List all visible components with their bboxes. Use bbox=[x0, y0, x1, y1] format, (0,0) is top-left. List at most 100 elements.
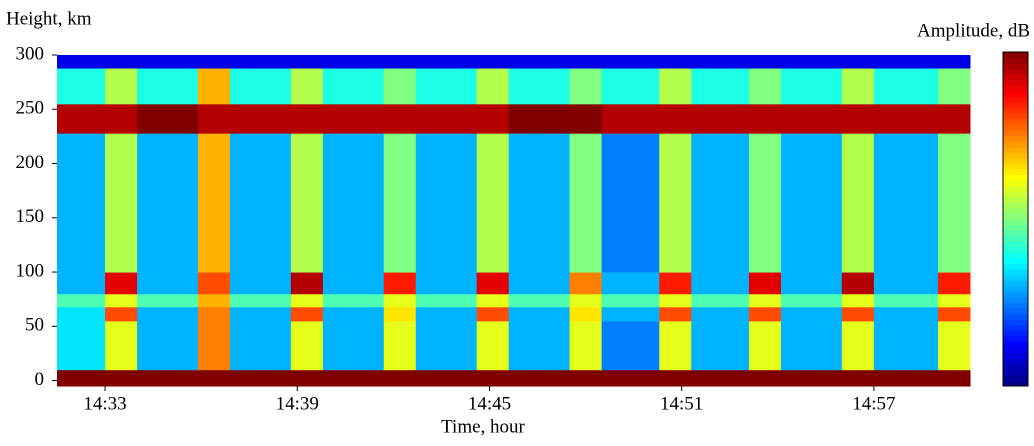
heatmap-cell bbox=[383, 133, 417, 273]
colorbar-step bbox=[1003, 302, 1028, 309]
heatmap-cell bbox=[57, 68, 106, 105]
heatmap-cell bbox=[57, 55, 106, 69]
heatmap-cell bbox=[137, 133, 199, 273]
heatmap-cell bbox=[322, 293, 385, 308]
colorbar-step bbox=[1003, 118, 1028, 125]
heatmap-cell bbox=[691, 55, 750, 69]
y-tick-label: 0 bbox=[35, 369, 45, 390]
heatmap-cell bbox=[780, 320, 843, 371]
colorbar-step bbox=[1003, 319, 1028, 326]
x-tick-label: 14:33 bbox=[83, 393, 126, 414]
heatmap-cell bbox=[137, 55, 199, 69]
heatmap-cell bbox=[937, 133, 971, 273]
heatmap-cell bbox=[476, 68, 510, 105]
heatmap-cell bbox=[748, 293, 782, 308]
heatmap-cell bbox=[873, 306, 939, 322]
heatmap-cell bbox=[937, 68, 971, 105]
heatmap-cell bbox=[841, 55, 875, 69]
heatmap-cell bbox=[601, 320, 660, 371]
heatmap-cell bbox=[57, 103, 106, 134]
heatmap-cell bbox=[105, 103, 138, 134]
colorbar-step bbox=[1003, 180, 1028, 187]
heatmap-cell bbox=[197, 133, 231, 273]
heatmap-cell bbox=[197, 306, 231, 322]
heatmap-cell bbox=[290, 68, 324, 105]
heatmap-cell bbox=[937, 55, 971, 69]
heatmap-cell bbox=[659, 272, 692, 295]
heatmap-cell bbox=[197, 55, 231, 69]
heatmap-cell bbox=[415, 320, 478, 371]
heatmap-cell bbox=[601, 293, 660, 308]
heatmap-cell bbox=[873, 293, 939, 308]
heatmap-cell bbox=[841, 272, 875, 295]
heatmap-cell bbox=[137, 272, 199, 295]
heatmap-cell bbox=[383, 68, 417, 105]
heatmap-cell bbox=[691, 133, 750, 273]
heatmap-cell bbox=[841, 68, 875, 105]
heatmap-cell bbox=[476, 55, 510, 69]
heatmap-cell bbox=[415, 103, 478, 134]
heatmap-cell bbox=[229, 272, 292, 295]
heatmap-cell bbox=[137, 320, 199, 371]
heatmap-cell bbox=[748, 320, 782, 371]
heatmap-cell bbox=[569, 272, 603, 295]
heatmap-cell bbox=[841, 103, 875, 134]
heatmap-cell bbox=[105, 55, 138, 69]
heatmap-cell bbox=[659, 369, 692, 387]
heatmap-cell bbox=[137, 306, 199, 322]
heatmap-cell bbox=[105, 306, 138, 322]
heatmap-cell bbox=[383, 293, 417, 308]
heatmap-cell bbox=[415, 272, 478, 295]
heatmap-cell bbox=[601, 272, 660, 295]
colorbar-step bbox=[1003, 174, 1028, 181]
heatmap-cell bbox=[691, 369, 750, 387]
heatmap-cell bbox=[659, 320, 692, 371]
heatmap-cell bbox=[476, 320, 510, 371]
heatmap-cell bbox=[508, 68, 571, 105]
heatmap-cell bbox=[780, 306, 843, 322]
heatmap-cell bbox=[508, 320, 571, 371]
colorbar-step bbox=[1003, 280, 1028, 287]
heatmap-cell bbox=[937, 272, 971, 295]
heatmap-cell bbox=[508, 293, 571, 308]
heatmap-cell bbox=[57, 272, 106, 295]
x-tick-label: 14:39 bbox=[276, 393, 319, 414]
heatmap-cell bbox=[780, 55, 843, 69]
heatmap-cell bbox=[569, 306, 603, 322]
heatmap-cell bbox=[290, 55, 324, 69]
colorbar-step bbox=[1003, 374, 1028, 381]
heatmap-cell bbox=[197, 103, 231, 134]
heatmap-cell bbox=[197, 320, 231, 371]
heatmap-cell bbox=[229, 133, 292, 273]
heatmap-cell bbox=[197, 293, 231, 308]
heatmap-cell bbox=[691, 320, 750, 371]
heatmap-cell bbox=[659, 133, 692, 273]
colorbar-step bbox=[1003, 52, 1028, 59]
heatmap-cell bbox=[601, 133, 660, 273]
heatmap-cell bbox=[415, 133, 478, 273]
heatmap-cell bbox=[137, 103, 199, 134]
heatmap-cell bbox=[229, 369, 292, 387]
colorbar-label: Amplitude, dB bbox=[917, 20, 1030, 41]
colorbar-step bbox=[1003, 224, 1028, 231]
heatmap-cell bbox=[322, 320, 385, 371]
colorbar-step bbox=[1003, 219, 1028, 226]
colorbar-step bbox=[1003, 146, 1028, 153]
heatmap-cell bbox=[476, 133, 510, 273]
heatmap-cell bbox=[508, 103, 571, 134]
heatmap-cell bbox=[57, 133, 106, 273]
heatmap-cell bbox=[748, 103, 782, 134]
heatmap-cell bbox=[57, 293, 106, 308]
heatmap-cell bbox=[415, 293, 478, 308]
heatmap-cell bbox=[290, 103, 324, 134]
colorbar-step bbox=[1003, 74, 1028, 81]
colorbar-step bbox=[1003, 141, 1028, 148]
heatmap-cell bbox=[873, 272, 939, 295]
heatmap-cell bbox=[415, 306, 478, 322]
heatmap-cell bbox=[290, 293, 324, 308]
heatmap-cell bbox=[57, 320, 106, 371]
heatmap-cell bbox=[322, 272, 385, 295]
colorbar-step bbox=[1003, 129, 1028, 136]
colorbar-step bbox=[1003, 202, 1028, 209]
